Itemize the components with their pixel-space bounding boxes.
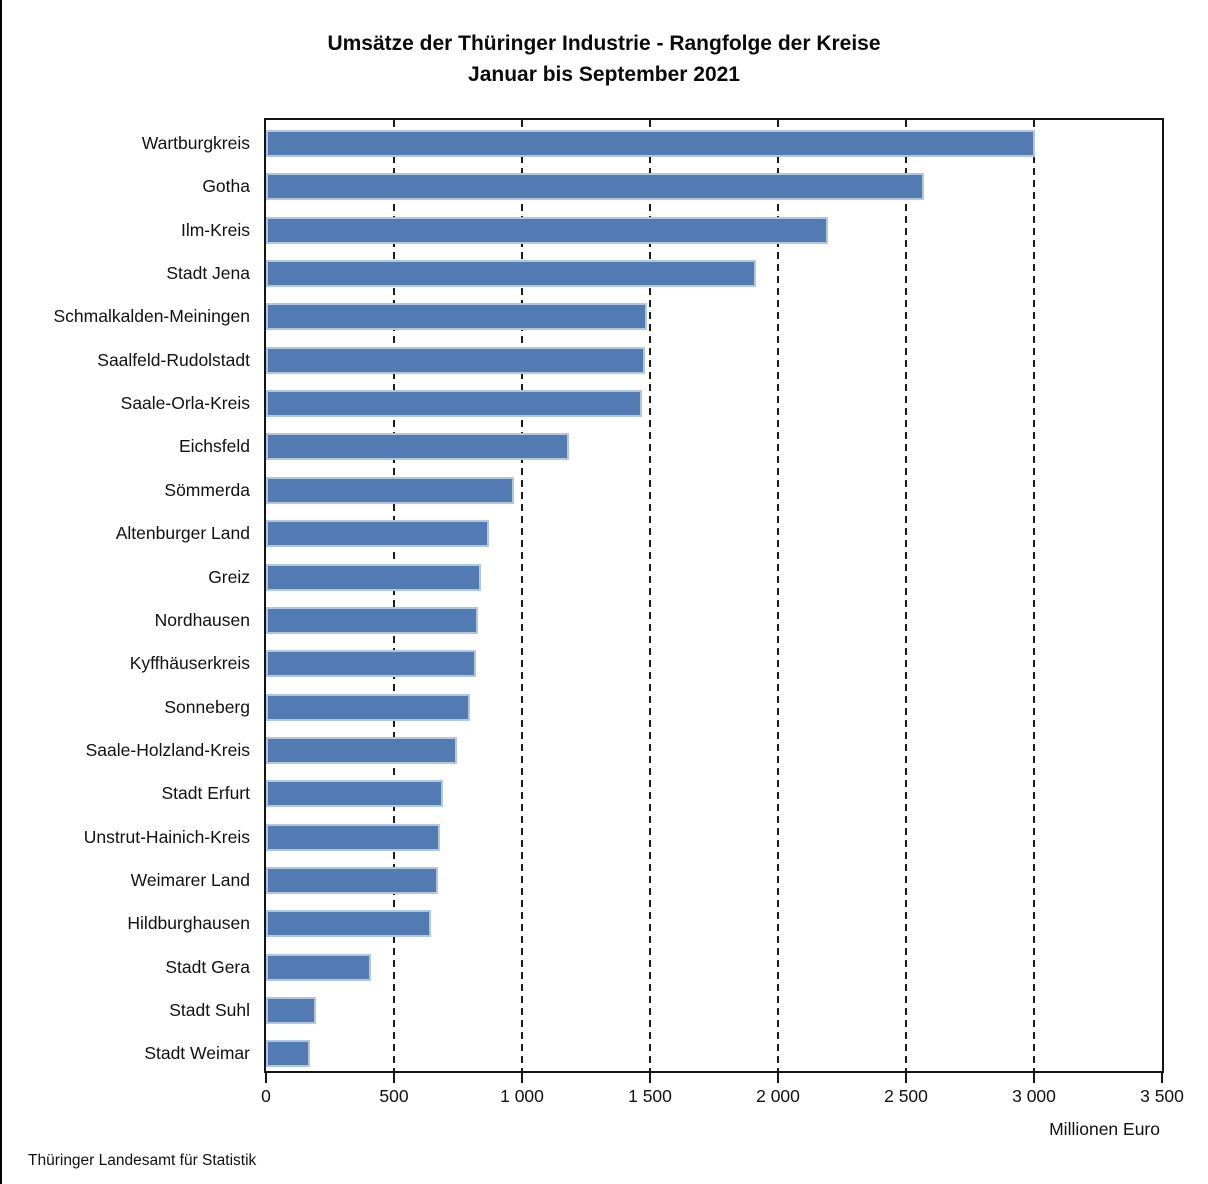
chart-title: Umsätze der Thüringer Industrie - Rangfo… xyxy=(0,28,1208,90)
category-label-4: Stadt Jena xyxy=(166,263,250,284)
x-tick-label-500: 500 xyxy=(379,1086,409,1106)
x-tick-2500 xyxy=(905,1073,907,1083)
x-tick-label-3500: 3 500 xyxy=(1140,1086,1184,1106)
category-label-22: Stadt Weimar xyxy=(144,1043,250,1064)
chart-title-line1: Umsätze der Thüringer Industrie - Rangfo… xyxy=(327,32,881,55)
category-label-6: Saalfeld-Rudolstadt xyxy=(97,349,250,370)
category-label-15: Saale-Holzland-Kreis xyxy=(85,739,250,760)
x-tick-2000 xyxy=(777,1073,779,1083)
category-label-9: Sömmerda xyxy=(164,479,250,500)
bar-saalfeld-rudolstadt xyxy=(266,346,645,374)
bar-unstrut-hainich-kreis xyxy=(266,823,440,851)
bar-kyffhäuserkreis xyxy=(266,650,476,678)
x-tick-label-2500: 2 500 xyxy=(884,1086,928,1106)
bar-hildburghausen xyxy=(266,910,431,938)
bar-greiz xyxy=(266,563,481,591)
category-label-16: Stadt Erfurt xyxy=(161,783,250,804)
x-tick-label-1000: 1 000 xyxy=(500,1086,544,1106)
bar-schmalkalden-meiningen xyxy=(266,303,647,331)
page-left-border xyxy=(0,0,2,1184)
bar-stadt-jena xyxy=(266,260,756,288)
bar-stadt-suhl xyxy=(266,997,316,1024)
category-label-11: Greiz xyxy=(208,566,250,587)
category-label-20: Stadt Gera xyxy=(165,956,250,977)
bar-sonneberg xyxy=(266,693,470,721)
category-label-17: Unstrut-Hainich-Kreis xyxy=(83,826,250,847)
x-tick-3000 xyxy=(1033,1073,1035,1083)
bar-stadt-weimar xyxy=(266,1040,310,1068)
x-tick-1000 xyxy=(521,1073,523,1083)
category-label-12: Nordhausen xyxy=(154,609,250,630)
x-axis-unit-label: Millionen Euro xyxy=(1049,1119,1160,1139)
plot-area xyxy=(264,118,1164,1073)
chart-title-line2: Januar bis September 2021 xyxy=(468,63,740,86)
bar-wartburgkreis xyxy=(266,130,1035,157)
category-label-14: Sonneberg xyxy=(164,696,250,717)
gridline-1000 xyxy=(521,120,523,1071)
category-label-2: Gotha xyxy=(202,176,250,197)
gridline-3000 xyxy=(1033,120,1035,1071)
category-label-3: Ilm-Kreis xyxy=(180,219,250,240)
gridline-500 xyxy=(393,120,395,1071)
bar-stadt-erfurt xyxy=(266,780,443,808)
bar-nordhausen xyxy=(266,606,478,634)
x-tick-label-1500: 1 500 xyxy=(628,1086,672,1106)
bar-sömmerda xyxy=(266,476,514,504)
category-label-7: Saale-Orla-Kreis xyxy=(120,393,250,414)
x-tick-label-0: 0 xyxy=(261,1086,271,1106)
x-tick-0 xyxy=(265,1073,267,1083)
bar-weimarer-land xyxy=(266,866,438,894)
x-tick-1500 xyxy=(649,1073,651,1083)
bar-altenburger-land xyxy=(266,520,489,548)
category-label-19: Hildburghausen xyxy=(127,913,250,934)
gridline-2000 xyxy=(777,120,779,1071)
gridline-1500 xyxy=(649,120,651,1071)
source-attribution: Thüringer Landesamt für Statistik xyxy=(28,1152,257,1169)
category-label-10: Altenburger Land xyxy=(115,523,250,544)
category-label-1: Wartburgkreis xyxy=(141,133,250,153)
gridline-2500 xyxy=(905,120,907,1071)
category-label-21: Stadt Suhl xyxy=(169,1000,250,1020)
bar-gotha xyxy=(266,173,924,201)
x-tick-label-3000: 3 000 xyxy=(1012,1086,1056,1106)
x-tick-500 xyxy=(393,1073,395,1083)
bar-eichsfeld xyxy=(266,433,569,461)
x-tick-3500 xyxy=(1161,1073,1163,1083)
bar-stadt-gera xyxy=(266,953,371,981)
category-label-13: Kyffhäuserkreis xyxy=(129,653,250,674)
bar-ilm-kreis xyxy=(266,216,828,244)
bar-saale-holzland-kreis xyxy=(266,736,457,764)
category-label-5: Schmalkalden-Meiningen xyxy=(53,306,251,327)
category-label-8: Eichsfeld xyxy=(178,436,250,457)
bar-saale-orla-kreis xyxy=(266,390,642,418)
x-tick-label-2000: 2 000 xyxy=(756,1086,800,1106)
category-label-18: Weimarer Land xyxy=(130,869,250,890)
